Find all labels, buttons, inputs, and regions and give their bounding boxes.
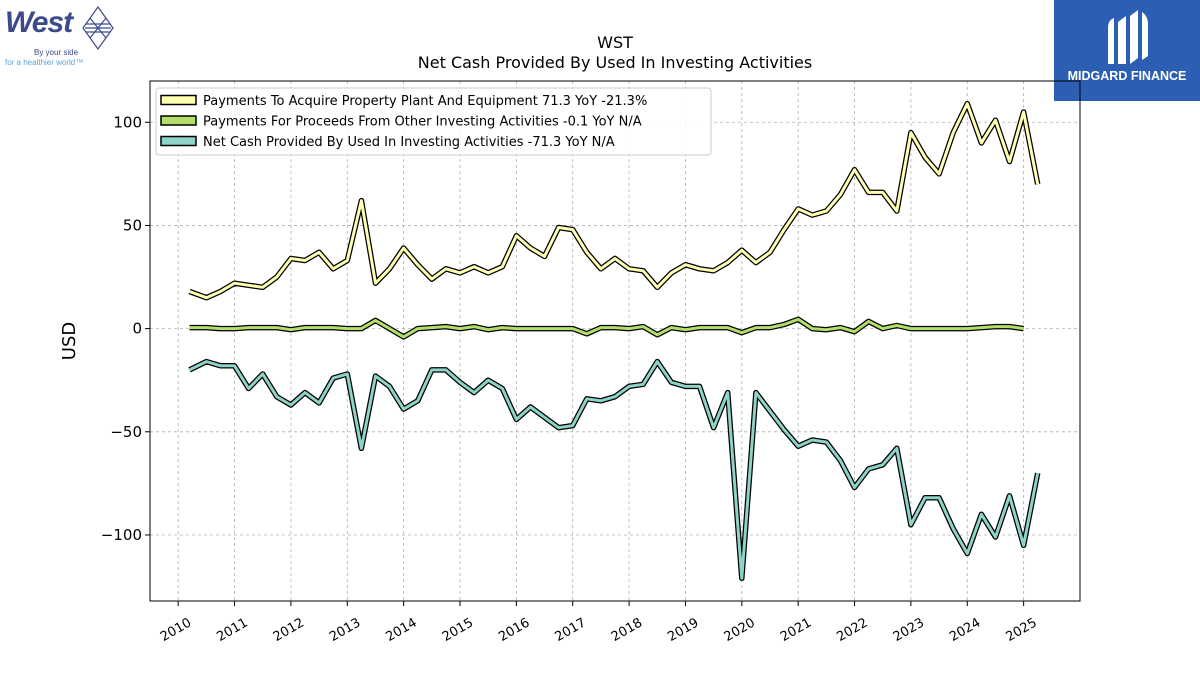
midgard-logo-word: MIDGARD FINANCE [1067, 69, 1187, 83]
legend-swatch-1 [160, 94, 197, 106]
y-tick-label: 100 [113, 113, 142, 131]
legend-label-2: Payments For Proceeds From Other Investi… [203, 115, 642, 130]
series-outline-3 [188, 358, 1041, 582]
series-lines [188, 100, 1041, 582]
x-tick-label: 2015 [440, 615, 476, 645]
plot-frame [149, 80, 1081, 602]
legend-swatch-2 [160, 115, 197, 126]
legend-label-3: Net Cash Provided By Used In Investing A… [203, 135, 615, 150]
x-tick-label: 2012 [271, 615, 307, 645]
x-tick-label: 2024 [947, 615, 983, 645]
x-tick-label: 2021 [778, 615, 814, 645]
y-tick-label: −100 [101, 526, 142, 544]
x-tick-label: 2020 [722, 615, 758, 645]
y-tick-label: 50 [123, 216, 142, 234]
chart-title-line-2: Net Cash Provided By Used In Investing A… [418, 53, 812, 72]
legend-swatch-3 [160, 135, 197, 147]
midgard-finance-logo: MIDGARD FINANCE [1054, 0, 1200, 101]
x-tick-label: 2025 [1003, 615, 1039, 645]
x-tick-label: 2019 [665, 615, 701, 645]
grid [150, 81, 1080, 601]
west-logo-tagline-2: for a healthier world™ [5, 58, 84, 67]
series-line-2 [189, 317, 1024, 339]
x-tick-label: 2023 [891, 615, 927, 645]
west-logo-tagline: By your side [34, 48, 79, 57]
midgard-mark-icon [1108, 10, 1148, 64]
x-tick-label: 2011 [214, 615, 250, 645]
x-tick-label: 2018 [609, 615, 645, 645]
y-axis-label: USD [59, 322, 80, 360]
legend: Payments To Acquire Property Plant And E… [155, 87, 712, 156]
west-diamond-icon [82, 6, 114, 50]
x-tick-label: 2017 [553, 615, 589, 645]
legend-box [155, 87, 712, 156]
west-logo-word: West [5, 6, 73, 39]
x-tick-label: 2010 [158, 615, 194, 645]
y-tick-label: −50 [110, 423, 142, 441]
x-tick-label: 2014 [383, 615, 419, 645]
x-tick-label: 2013 [327, 615, 363, 645]
series-line-1 [188, 102, 1040, 300]
west-logo: West By your side for a healthier world™ [2, 4, 117, 70]
y-tick-label: 0 [132, 320, 142, 338]
x-tick-label: 2016 [496, 615, 532, 645]
x-tick-label: 2022 [834, 615, 870, 645]
series-line-3 [188, 360, 1040, 580]
chart-title-line-1: WST [597, 33, 633, 52]
legend-label-1: Payments To Acquire Property Plant And E… [203, 94, 647, 109]
